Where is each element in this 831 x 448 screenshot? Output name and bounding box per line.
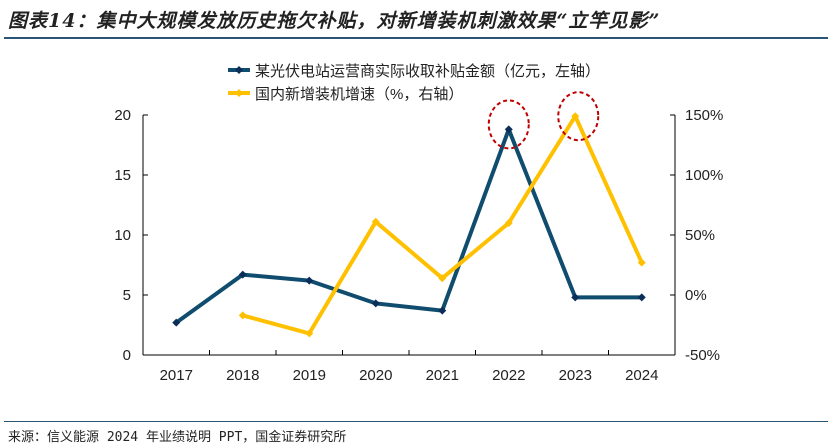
left-tick-label: 0 (123, 347, 131, 364)
legend-marker-1 (235, 89, 243, 97)
x-tick-label: 2022 (492, 367, 525, 384)
right-tick-label: 100% (685, 167, 723, 184)
series-0-marker (438, 306, 447, 315)
series-0-marker (571, 293, 580, 302)
source-note: 来源：信义能源 2024 年业绩说明 PPT，国金证券研究所 (8, 430, 347, 445)
right-tick-label: 0% (685, 287, 707, 304)
highlight-circle (487, 99, 530, 150)
x-tick-label: 2021 (426, 367, 459, 384)
series-0-marker (172, 318, 181, 327)
series-0-marker (305, 276, 314, 285)
series-1-marker (238, 311, 247, 320)
series-1-marker (571, 112, 580, 121)
right-tick-label: 150% (685, 107, 723, 124)
series-0-marker (371, 299, 380, 308)
left-tick-label: 5 (123, 287, 131, 304)
series-1-marker (438, 274, 447, 283)
right-tick-label: -50% (685, 347, 720, 364)
x-tick-label: 2019 (293, 367, 326, 384)
chart: 0 5 10 15 20 -50% 0% 50% 100% 150% 2017 2018 2019 202… (114, 63, 723, 384)
x-tick-label: 2023 (559, 367, 592, 384)
legend-marker-0 (235, 66, 243, 74)
figure-title: 图表14：集中大规模发放历史拖欠补贴，对新增装机刺激效果“立竿见影” (8, 10, 661, 32)
left-tick-label: 15 (114, 167, 131, 184)
series-1-marker (305, 329, 314, 338)
series-1-marker (371, 217, 380, 226)
highlight-circle (557, 91, 600, 142)
left-tick-label: 20 (114, 107, 131, 124)
right-tick-label: 50% (685, 227, 715, 244)
title-divider (4, 37, 828, 39)
series-0-marker (504, 125, 513, 134)
x-tick-label: 2024 (625, 367, 658, 384)
series-1-marker (637, 258, 646, 267)
series-line-0 (175, 127, 642, 325)
series-0-marker (238, 270, 247, 279)
left-tick-label: 10 (114, 227, 131, 244)
x-tick-label: 2018 (226, 367, 259, 384)
x-tick-label: 2020 (359, 367, 392, 384)
series-1-marker (504, 219, 513, 227)
source-divider (4, 421, 828, 422)
x-tick-label: 2017 (160, 367, 193, 384)
series-line-1 (242, 114, 644, 336)
legend-label-1: 国内新增装机增速（%，右轴） (255, 86, 463, 103)
legend-label-0: 某光伏电站运营商实际收取补贴金额（亿元，左轴） (255, 63, 600, 80)
series-0-marker (637, 293, 646, 302)
